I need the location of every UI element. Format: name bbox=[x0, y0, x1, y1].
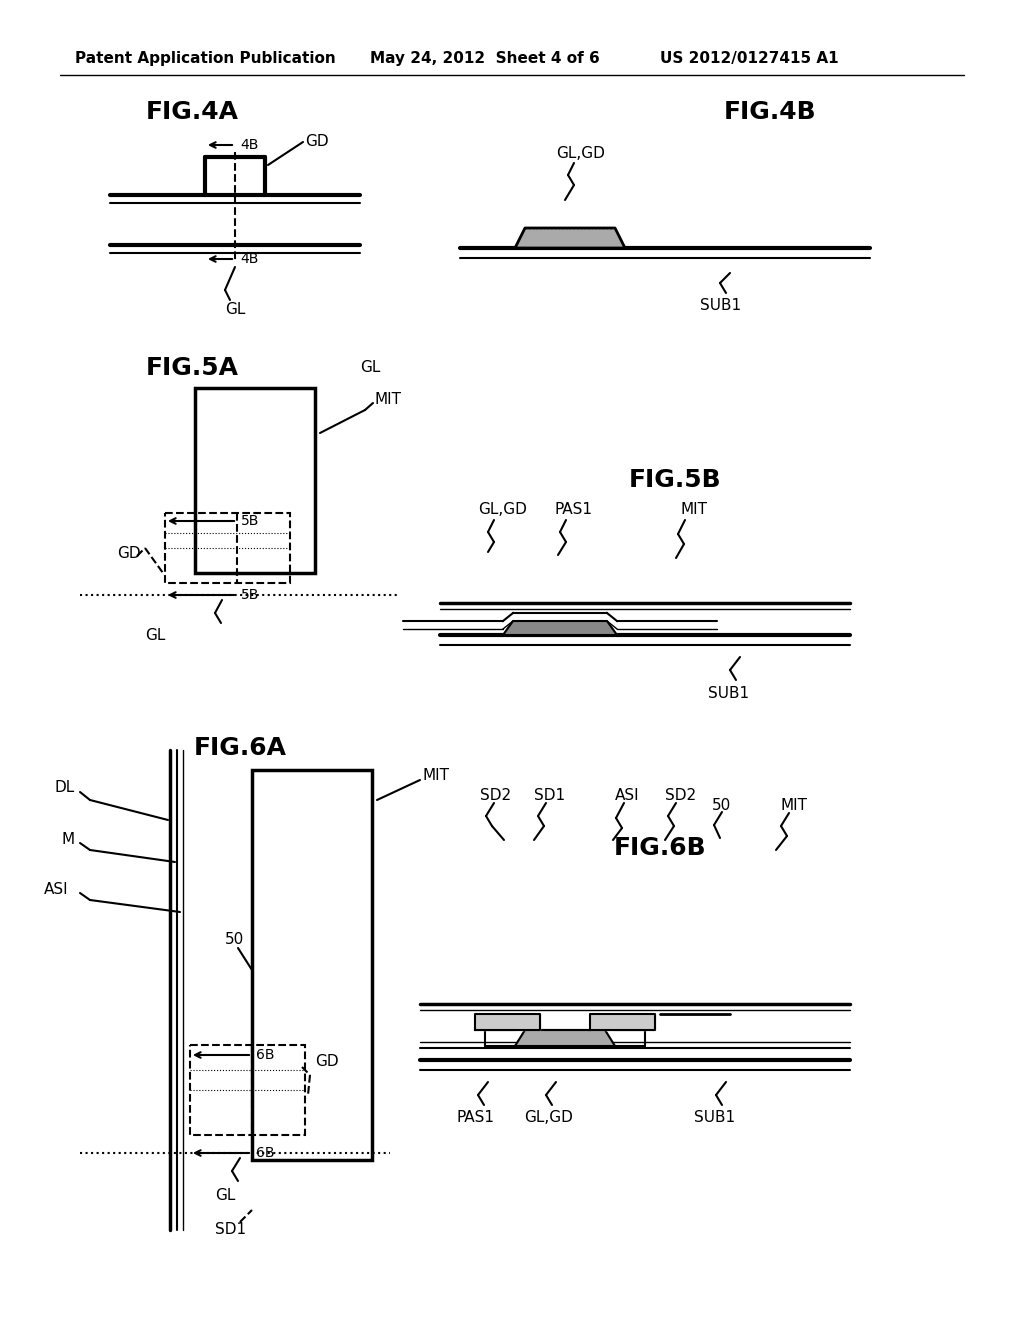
Text: GL: GL bbox=[215, 1188, 236, 1203]
Text: MIT: MIT bbox=[780, 797, 807, 813]
Text: PAS1: PAS1 bbox=[554, 503, 592, 517]
Text: SD1: SD1 bbox=[215, 1222, 246, 1238]
Text: SUB1: SUB1 bbox=[700, 298, 741, 314]
Polygon shape bbox=[515, 228, 625, 248]
Text: MIT: MIT bbox=[375, 392, 402, 408]
Text: 50: 50 bbox=[225, 932, 245, 948]
Text: GL: GL bbox=[360, 360, 380, 375]
Text: MIT: MIT bbox=[680, 503, 707, 517]
Text: 6B: 6B bbox=[256, 1146, 274, 1160]
Polygon shape bbox=[503, 620, 617, 635]
Text: GL: GL bbox=[225, 302, 245, 318]
Text: GL: GL bbox=[145, 627, 165, 643]
Text: PAS1: PAS1 bbox=[456, 1110, 494, 1126]
Bar bbox=[195, 388, 315, 573]
Text: SUB1: SUB1 bbox=[694, 1110, 735, 1126]
Text: FIG.6A: FIG.6A bbox=[194, 737, 287, 760]
Text: US 2012/0127415 A1: US 2012/0127415 A1 bbox=[660, 50, 839, 66]
Text: GD: GD bbox=[305, 133, 329, 149]
Text: GL,GD: GL,GD bbox=[556, 145, 605, 161]
Text: MIT: MIT bbox=[422, 768, 449, 784]
Text: ASI: ASI bbox=[43, 883, 68, 898]
Text: 4B: 4B bbox=[240, 252, 258, 267]
Text: May 24, 2012  Sheet 4 of 6: May 24, 2012 Sheet 4 of 6 bbox=[370, 50, 600, 66]
Text: FIG.6B: FIG.6B bbox=[613, 836, 707, 861]
Bar bbox=[165, 513, 290, 583]
Bar bbox=[190, 1045, 305, 1135]
Text: SD2: SD2 bbox=[480, 788, 511, 803]
Text: FIG.5A: FIG.5A bbox=[145, 356, 239, 380]
Text: SD1: SD1 bbox=[534, 788, 565, 803]
Text: GL,GD: GL,GD bbox=[524, 1110, 572, 1126]
Text: GL,GD: GL,GD bbox=[478, 503, 527, 517]
Text: GD: GD bbox=[315, 1055, 339, 1069]
Text: GD: GD bbox=[117, 545, 140, 561]
Text: 5B: 5B bbox=[241, 513, 259, 528]
Text: 4B: 4B bbox=[240, 139, 258, 152]
Text: SUB1: SUB1 bbox=[708, 685, 750, 701]
Text: FIG.4A: FIG.4A bbox=[145, 100, 239, 124]
Polygon shape bbox=[475, 1014, 540, 1030]
Text: 5B: 5B bbox=[241, 587, 259, 602]
Text: DL: DL bbox=[54, 780, 75, 796]
Polygon shape bbox=[590, 1014, 655, 1030]
Text: FIG.5B: FIG.5B bbox=[629, 469, 721, 492]
Text: FIG.4B: FIG.4B bbox=[724, 100, 816, 124]
Text: ASI: ASI bbox=[615, 788, 640, 803]
Text: M: M bbox=[61, 833, 75, 847]
Polygon shape bbox=[515, 1030, 615, 1045]
Text: 6B: 6B bbox=[256, 1048, 274, 1063]
Text: 50: 50 bbox=[712, 797, 731, 813]
Text: Patent Application Publication: Patent Application Publication bbox=[75, 50, 336, 66]
Bar bbox=[252, 770, 372, 1160]
Text: SD2: SD2 bbox=[665, 788, 696, 803]
